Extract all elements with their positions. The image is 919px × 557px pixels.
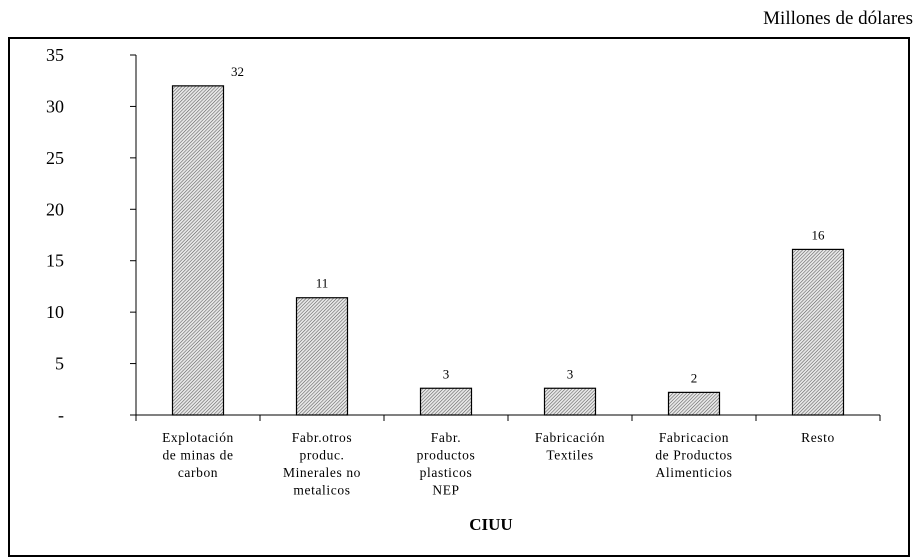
data-label: 11 — [316, 276, 329, 291]
x-axis: Explotación de minas de carbon Fabr.otros pr… — [135, 414, 881, 498]
y-tick-label: 5 — [55, 354, 64, 374]
data-label: 32 — [231, 64, 244, 79]
y-tick-label: 15 — [46, 251, 64, 271]
data-label: 3 — [567, 366, 574, 381]
y-axis: - 5 10 15 20 25 30 35 — [46, 45, 137, 425]
data-label: 2 — [691, 370, 698, 385]
x-tick-label: Resto — [801, 430, 835, 445]
y-tick-label: - — [58, 405, 64, 425]
x-axis-title: CIUU — [469, 515, 512, 534]
data-label: 16 — [812, 227, 826, 242]
y-tick-label: 35 — [46, 45, 64, 65]
bar — [295, 297, 349, 416]
unit-label: Millones de dólares — [763, 8, 913, 29]
data-label: 3 — [443, 366, 450, 381]
x-tick-label: Fabr.otros produc. Minerales no metalicos — [283, 430, 361, 498]
bar — [419, 387, 473, 416]
x-tick-label: Explotación de minas de carbon — [162, 430, 234, 480]
x-tick-label: Fabr. productos plasticos NEP — [417, 430, 476, 498]
y-tick-label: 10 — [46, 302, 64, 322]
bar — [791, 248, 845, 416]
bar — [171, 85, 225, 416]
y-tick-label: 25 — [46, 148, 64, 168]
y-tick-label: 20 — [46, 199, 64, 219]
x-tick-label: Fabricacion de Productos Alimenticios — [655, 430, 732, 480]
bar — [543, 387, 597, 416]
y-tick-label: 30 — [46, 96, 64, 116]
x-tick-label: Fabricación Textiles — [535, 430, 605, 463]
bar — [667, 391, 721, 416]
